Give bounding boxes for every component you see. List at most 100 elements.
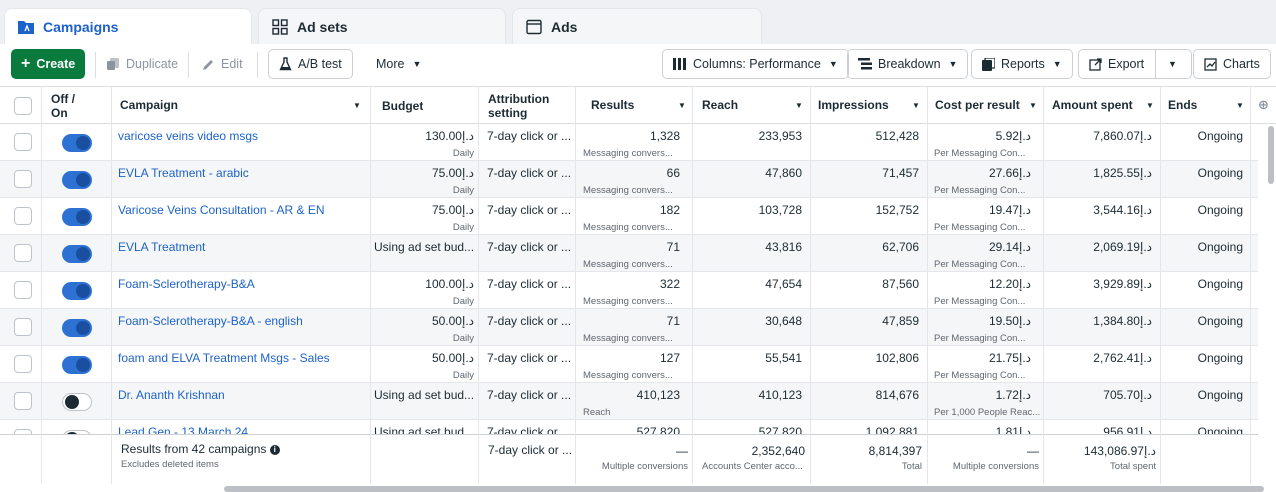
campaign-toggle[interactable] (62, 245, 92, 263)
campaign-name-link[interactable]: varicose veins video msgs (118, 129, 259, 143)
results-value: 71 (666, 240, 680, 254)
campaign-name-link[interactable]: Foam-Sclerotherapy-B&A (118, 277, 255, 291)
caret-down-icon[interactable]: ▼ (353, 101, 361, 110)
campaign-name-link[interactable]: Foam-Sclerotherapy-B&A - english (118, 314, 303, 328)
edit-button[interactable]: Edit (192, 49, 253, 79)
campaign-toggle[interactable] (62, 171, 92, 189)
col-results[interactable]: Results (591, 98, 635, 112)
col-cost-per-result[interactable]: Cost per result (935, 98, 1020, 112)
cpr-value: 29.14د.إ (988, 240, 1031, 254)
tab-campaigns[interactable]: Campaigns (4, 8, 252, 44)
col-campaign[interactable]: Campaign (120, 98, 179, 112)
table-row[interactable]: Foam-Sclerotherapy-B&A - english 50.00د.… (0, 309, 1258, 346)
columns-label: Columns: Performance (693, 57, 821, 71)
tab-ads[interactable]: Ads (512, 8, 762, 44)
row-checkbox[interactable] (14, 244, 32, 262)
caret-down-icon[interactable]: ▼ (795, 101, 803, 110)
cpr-value: 5.92د.إ (995, 129, 1031, 143)
horizontal-scrollbar[interactable] (224, 486, 1264, 492)
caret-down-icon[interactable]: ▼ (678, 101, 686, 110)
create-button[interactable]: + Create (11, 49, 86, 79)
campaign-name-link[interactable]: Dr. Ananth Krishnan (118, 388, 225, 402)
campaign-toggle[interactable] (62, 134, 92, 152)
chart-icon (1204, 57, 1217, 71)
table-row[interactable]: Foam-Sclerotherapy-B&A 100.00د.إ Daily 7… (0, 272, 1258, 309)
caret-down-icon: ▼ (412, 59, 422, 69)
select-all-checkbox[interactable] (14, 97, 32, 115)
caret-down-icon: ▼ (1168, 59, 1177, 69)
campaign-name-link[interactable]: EVLA Treatment - arabic (118, 166, 249, 180)
row-checkbox[interactable] (14, 392, 32, 410)
budget-sub: Daily (452, 333, 474, 344)
row-checkbox[interactable] (14, 133, 32, 151)
columns-button[interactable]: Columns: Performance ▼ (662, 49, 849, 79)
attribution-value: 7-day click or ... (487, 240, 572, 254)
info-icon[interactable]: i (269, 444, 280, 455)
table-row[interactable]: varicose veins video msgs 130.00د.إ Dail… (0, 124, 1258, 161)
export-icon (1089, 57, 1102, 71)
cpr-sub: Per Messaging Con... (934, 333, 1026, 344)
row-checkbox[interactable] (14, 281, 32, 299)
col-impressions[interactable]: Impressions (818, 98, 889, 112)
add-column-icon[interactable]: ⊕ (1258, 97, 1269, 112)
caret-down-icon[interactable]: ▼ (1029, 101, 1037, 110)
attribution-value: 7-day click or ... (487, 203, 572, 217)
footer-reach: 2,352,640 (751, 444, 805, 458)
campaign-toggle[interactable] (62, 208, 92, 226)
vertical-scrollbar[interactable] (1268, 126, 1274, 184)
attribution-value: 7-day click or ... (487, 314, 572, 328)
tab-ad-sets[interactable]: Ad sets (258, 8, 506, 44)
results-sub: Messaging convers... (583, 370, 673, 381)
ends-value: Ongoing (1197, 240, 1243, 254)
budget-value: 50.00د.إ (431, 351, 474, 365)
col-budget[interactable]: Budget (382, 99, 424, 113)
table-row[interactable]: foam and ELVA Treatment Msgs - Sales 50.… (0, 346, 1258, 383)
breakdown-icon (858, 58, 872, 70)
budget-sub: Daily (452, 148, 474, 159)
row-checkbox[interactable] (14, 207, 32, 225)
campaign-name-link[interactable]: foam and ELVA Treatment Msgs - Sales (118, 351, 330, 365)
impressions-value: 62,706 (882, 240, 919, 254)
footer-spent-sub: Total spent (1110, 461, 1156, 472)
caret-down-icon[interactable]: ▼ (912, 101, 920, 110)
reach-value: 410,123 (758, 388, 802, 402)
cpr-sub: Per Messaging Con... (934, 296, 1026, 307)
more-button[interactable]: More ▼ (366, 49, 431, 79)
table-row[interactable]: EVLA Treatment Using ad set bud... 7-day… (0, 235, 1258, 272)
campaign-toggle[interactable] (62, 319, 92, 337)
ends-value: Ongoing (1197, 351, 1243, 365)
export-button[interactable]: Export (1078, 49, 1192, 79)
duplicate-button[interactable]: Duplicate (96, 49, 188, 79)
campaign-toggle[interactable] (62, 282, 92, 300)
campaign-name-link[interactable]: Varicose Veins Consultation - AR & EN (118, 203, 325, 217)
table-row[interactable]: EVLA Treatment - arabic 75.00د.إ Daily 7… (0, 161, 1258, 198)
col-amount-spent[interactable]: Amount spent (1052, 98, 1133, 112)
campaign-toggle[interactable] (62, 393, 92, 411)
row-checkbox[interactable] (14, 355, 32, 373)
reach-value: 30,648 (765, 314, 802, 328)
row-checkbox[interactable] (14, 170, 32, 188)
caret-down-icon[interactable]: ▼ (1236, 101, 1244, 110)
table-row[interactable]: Varicose Veins Consultation - AR & EN 75… (0, 198, 1258, 235)
pencil-icon (202, 58, 215, 71)
caret-down-icon[interactable]: ▼ (1146, 101, 1154, 110)
table-row[interactable]: Dr. Ananth Krishnan Using ad set bud... … (0, 383, 1258, 420)
results-value: 182 (659, 203, 680, 217)
campaign-name-link[interactable]: EVLA Treatment (118, 240, 206, 254)
ends-value: Ongoing (1197, 203, 1243, 217)
col-reach[interactable]: Reach (702, 98, 739, 112)
charts-button[interactable]: Charts (1193, 49, 1271, 79)
row-checkbox[interactable] (14, 318, 32, 336)
breakdown-button[interactable]: Breakdown ▼ (847, 49, 969, 79)
budget-value: Using ad set bud... (374, 240, 474, 254)
col-ends[interactable]: Ends (1168, 98, 1198, 112)
export-dropdown-button[interactable]: ▼ (1160, 49, 1190, 79)
campaign-toggle[interactable] (62, 356, 92, 374)
col-attribution[interactable]: Attribution setting (488, 92, 550, 120)
cpr-value: 21.75د.إ (988, 351, 1031, 365)
ends-value: Ongoing (1197, 129, 1243, 143)
ab-test-button[interactable]: A/B test (268, 49, 353, 79)
reports-button[interactable]: Reports ▼ (971, 49, 1073, 79)
amount-spent-value: 1,825.55د.إ (1093, 166, 1152, 180)
caret-down-icon: ▼ (948, 59, 958, 69)
